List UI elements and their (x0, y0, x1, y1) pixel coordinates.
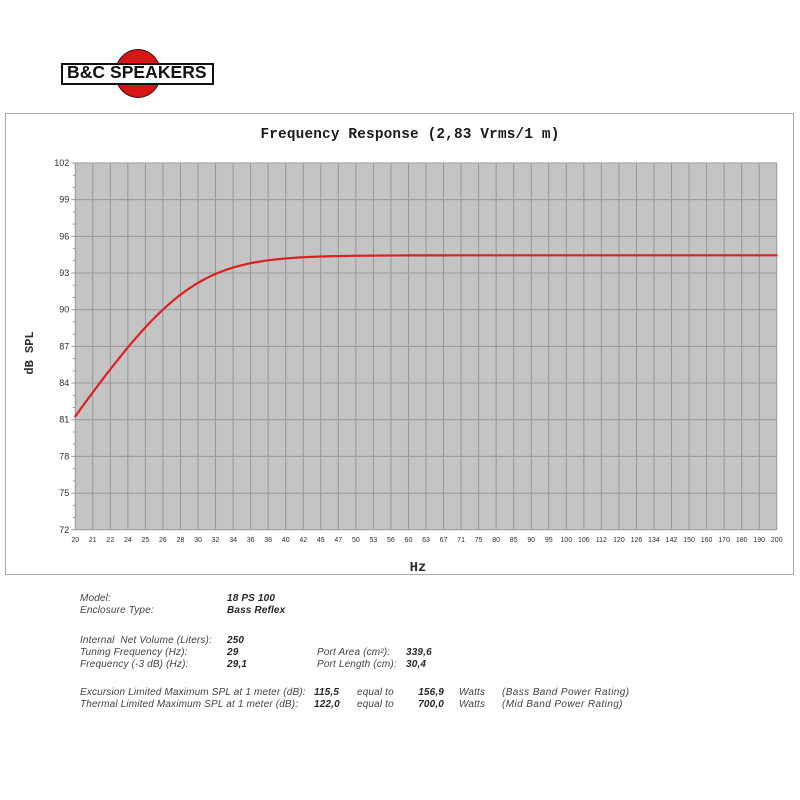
svg-text:30: 30 (194, 537, 202, 544)
svg-text:22: 22 (106, 537, 114, 544)
svg-text:50: 50 (352, 537, 360, 544)
svg-text:36: 36 (247, 537, 255, 544)
svg-text:95: 95 (545, 537, 553, 544)
svg-text:67: 67 (440, 537, 448, 544)
svg-text:53: 53 (369, 537, 377, 544)
svg-text:93: 93 (59, 268, 69, 278)
svg-text:34: 34 (229, 537, 237, 544)
svg-text:21: 21 (89, 537, 97, 544)
svg-text:28: 28 (177, 537, 185, 544)
svg-text:40: 40 (282, 537, 290, 544)
svg-text:120: 120 (613, 537, 625, 544)
svg-text:106: 106 (578, 537, 590, 544)
svg-text:72: 72 (59, 525, 69, 535)
svg-text:45: 45 (317, 537, 325, 544)
svg-text:150: 150 (683, 537, 695, 544)
svg-text:90: 90 (59, 305, 69, 315)
svg-text:47: 47 (334, 537, 342, 544)
svg-text:32: 32 (212, 537, 220, 544)
svg-text:142: 142 (666, 537, 678, 544)
svg-text:56: 56 (387, 537, 395, 544)
svg-text:78: 78 (59, 451, 69, 461)
svg-text:84: 84 (59, 378, 69, 388)
svg-text:96: 96 (59, 231, 69, 241)
svg-text:42: 42 (299, 537, 307, 544)
svg-text:160: 160 (701, 537, 713, 544)
svg-text:24: 24 (124, 537, 132, 544)
svg-text:38: 38 (264, 537, 272, 544)
svg-text:20: 20 (71, 537, 79, 544)
svg-text:75: 75 (475, 537, 483, 544)
svg-text:200: 200 (771, 537, 783, 544)
svg-text:60: 60 (405, 537, 413, 544)
svg-text:102: 102 (54, 158, 69, 168)
svg-text:99: 99 (59, 195, 69, 205)
svg-text:71: 71 (457, 537, 465, 544)
svg-text:126: 126 (631, 537, 643, 544)
svg-text:112: 112 (596, 537, 607, 544)
svg-text:170: 170 (718, 537, 730, 544)
svg-text:63: 63 (422, 537, 430, 544)
svg-text:90: 90 (527, 537, 535, 544)
svg-text:75: 75 (59, 488, 69, 498)
svg-text:190: 190 (753, 537, 765, 544)
svg-text:87: 87 (59, 341, 69, 351)
svg-text:26: 26 (159, 537, 167, 544)
svg-text:25: 25 (142, 537, 150, 544)
svg-text:80: 80 (492, 537, 500, 544)
svg-text:180: 180 (736, 537, 748, 544)
svg-text:134: 134 (648, 537, 660, 544)
svg-text:81: 81 (59, 415, 69, 425)
svg-text:100: 100 (560, 537, 572, 544)
svg-text:85: 85 (510, 537, 518, 544)
